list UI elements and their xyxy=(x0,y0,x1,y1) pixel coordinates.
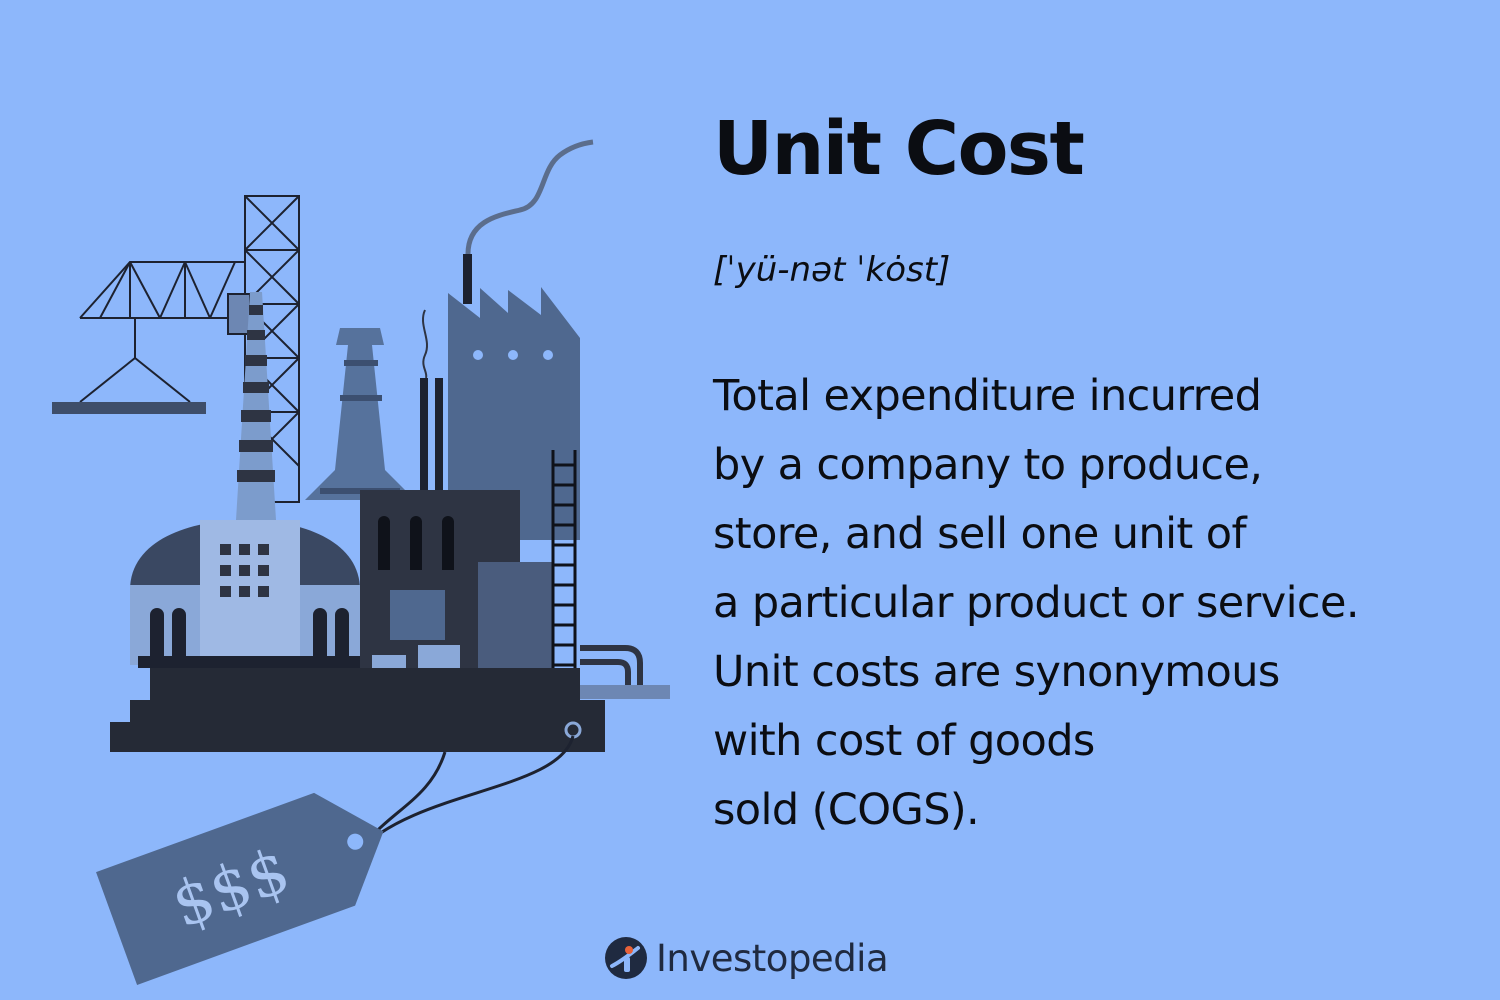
brand-name: Investopedia xyxy=(656,936,889,980)
tag-string-icon xyxy=(360,735,575,850)
thin-chimney-icon xyxy=(435,378,443,498)
definition-text: Total expenditure incurred by a company … xyxy=(713,362,1473,845)
definition-line: sold (COGS). xyxy=(713,785,980,835)
sawtooth-factory-icon xyxy=(448,254,580,540)
pipe-base-icon xyxy=(575,685,670,699)
dome-building-icon xyxy=(130,520,360,668)
hanging-beam-icon xyxy=(52,402,206,414)
factory-illustration: $$$ xyxy=(52,139,670,985)
definition-line: store, and sell one unit of xyxy=(713,509,1247,559)
definition-line: Total expenditure incurred xyxy=(713,371,1262,421)
central-building-icon xyxy=(360,490,553,700)
definition-line: a particular product or service. xyxy=(713,578,1360,628)
pronunciation: [ˈyü-nət ˈkȯst] xyxy=(713,250,951,290)
ground-platform-icon xyxy=(110,668,605,752)
definition-line: Unit costs are synonymous xyxy=(713,647,1280,697)
thin-chimney-icon xyxy=(420,378,428,498)
definition-line: with cost of goods xyxy=(713,716,1095,766)
striped-chimney-icon xyxy=(236,292,276,520)
crane-cab-icon xyxy=(227,293,251,335)
ladder-icon xyxy=(551,450,577,700)
investopedia-logo-icon xyxy=(605,937,647,979)
definition-line: by a company to produce, xyxy=(713,440,1263,490)
smoke-wisp-icon xyxy=(422,309,428,379)
pipes-icon xyxy=(580,645,643,690)
smoke-trail-icon xyxy=(465,139,594,255)
price-tag-icon: $$$ xyxy=(96,792,384,985)
investopedia-brand[interactable]: Investopedia xyxy=(604,932,889,984)
cooling-tower-icon xyxy=(305,328,415,500)
page-title: Unit Cost xyxy=(713,106,1085,192)
